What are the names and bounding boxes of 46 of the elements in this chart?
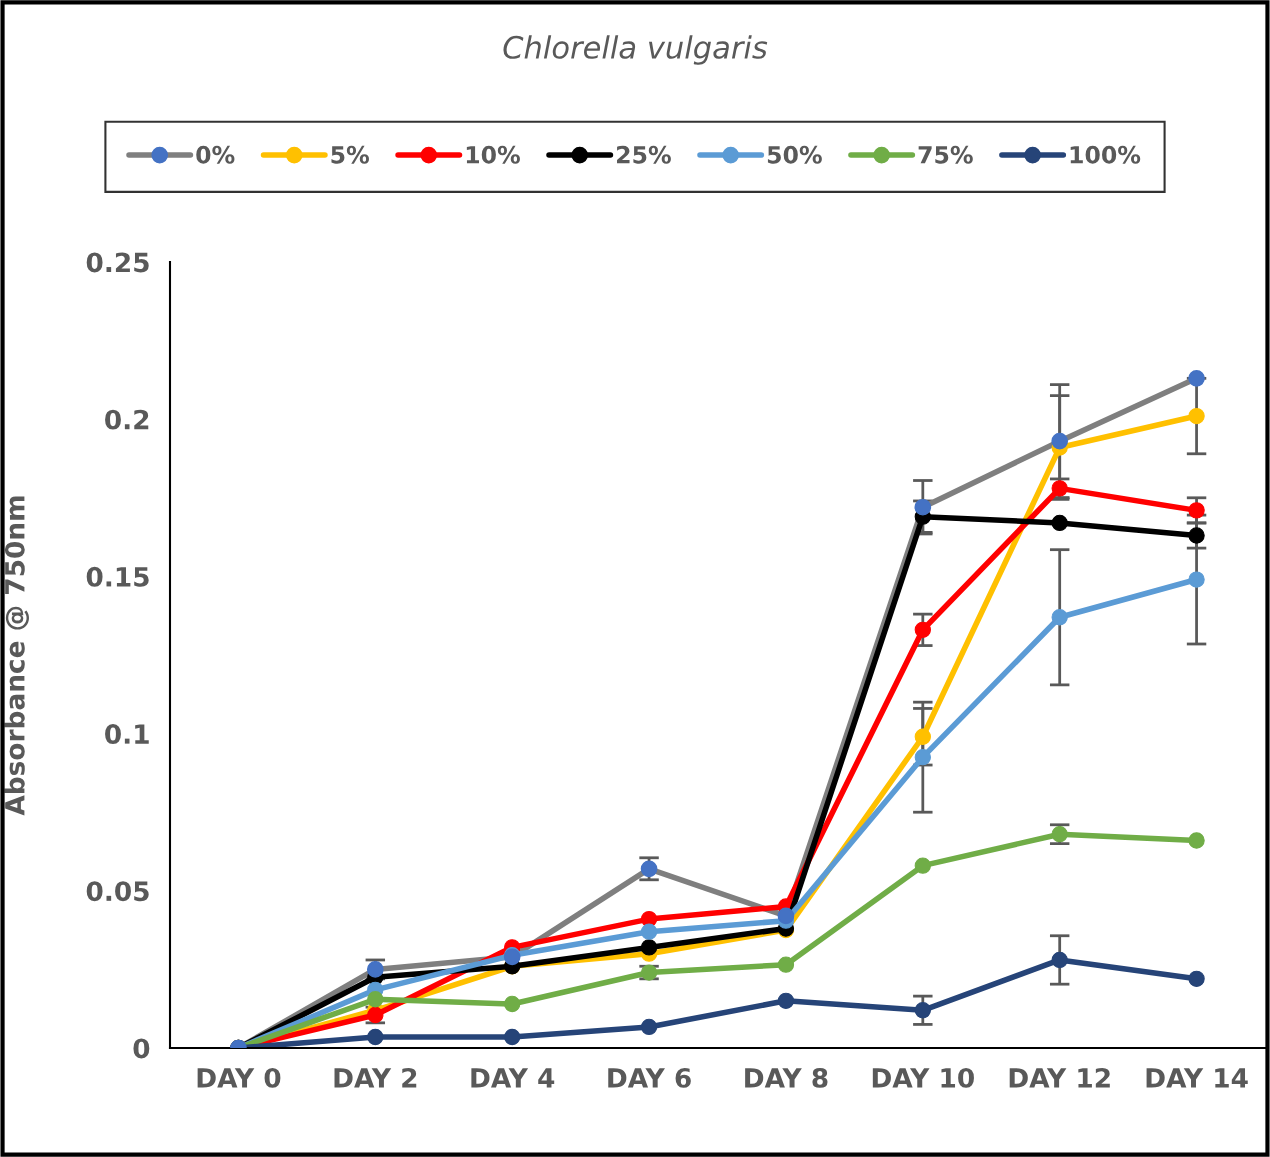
point	[1051, 514, 1068, 532]
point	[367, 991, 384, 1008]
point	[1188, 407, 1205, 425]
point	[1051, 609, 1068, 626]
point	[914, 1002, 931, 1019]
x-tick-label: DAY 8	[745, 1067, 828, 1088]
legend-label: 5%	[331, 145, 369, 164]
point	[914, 621, 931, 639]
x-tick-label: DAY 6	[608, 1067, 691, 1088]
point	[504, 1028, 521, 1046]
point	[640, 939, 658, 956]
x-tick-label: DAY 12	[1009, 1067, 1110, 1088]
point	[1188, 527, 1205, 544]
y-tick-label: 0.15	[86, 566, 149, 587]
point	[1051, 951, 1068, 969]
point	[914, 728, 931, 745]
legend-label: 0%	[196, 145, 235, 164]
legend-label: 50%	[767, 145, 822, 164]
y-tick-label: 0.25	[86, 252, 149, 273]
point	[1188, 970, 1205, 987]
point	[1188, 571, 1205, 588]
y-tick-label: 0	[133, 1038, 150, 1059]
point	[777, 992, 795, 1009]
x-tick-label: DAY 14	[1146, 1068, 1248, 1088]
point	[914, 749, 931, 766]
point	[504, 995, 521, 1013]
legend-label: 10%	[466, 145, 520, 164]
x-tick-label: DAY 4	[471, 1068, 555, 1088]
y-axis-title: Absorbance @ 750nm	[4, 496, 29, 816]
point	[1188, 832, 1205, 849]
y-tick-label: 0.1	[105, 724, 149, 744]
point	[914, 857, 931, 874]
point	[367, 1028, 384, 1046]
point	[777, 956, 795, 973]
chart-title: Chlorella vulgaris	[503, 35, 768, 65]
legend-label: 100%	[1070, 145, 1141, 164]
x-tick-label: DAY 2	[334, 1067, 417, 1088]
y-tick-label: 0.05	[86, 881, 149, 902]
legend-label: 25%	[617, 145, 671, 164]
legend-label: 75%	[918, 145, 973, 164]
point	[1188, 502, 1205, 519]
y-tick-label: 0.2	[105, 409, 149, 430]
x-tick-label: DAY 10	[872, 1067, 974, 1088]
point	[640, 923, 658, 940]
x-tick-label: DAY 0	[197, 1067, 281, 1088]
point	[640, 1018, 658, 1036]
